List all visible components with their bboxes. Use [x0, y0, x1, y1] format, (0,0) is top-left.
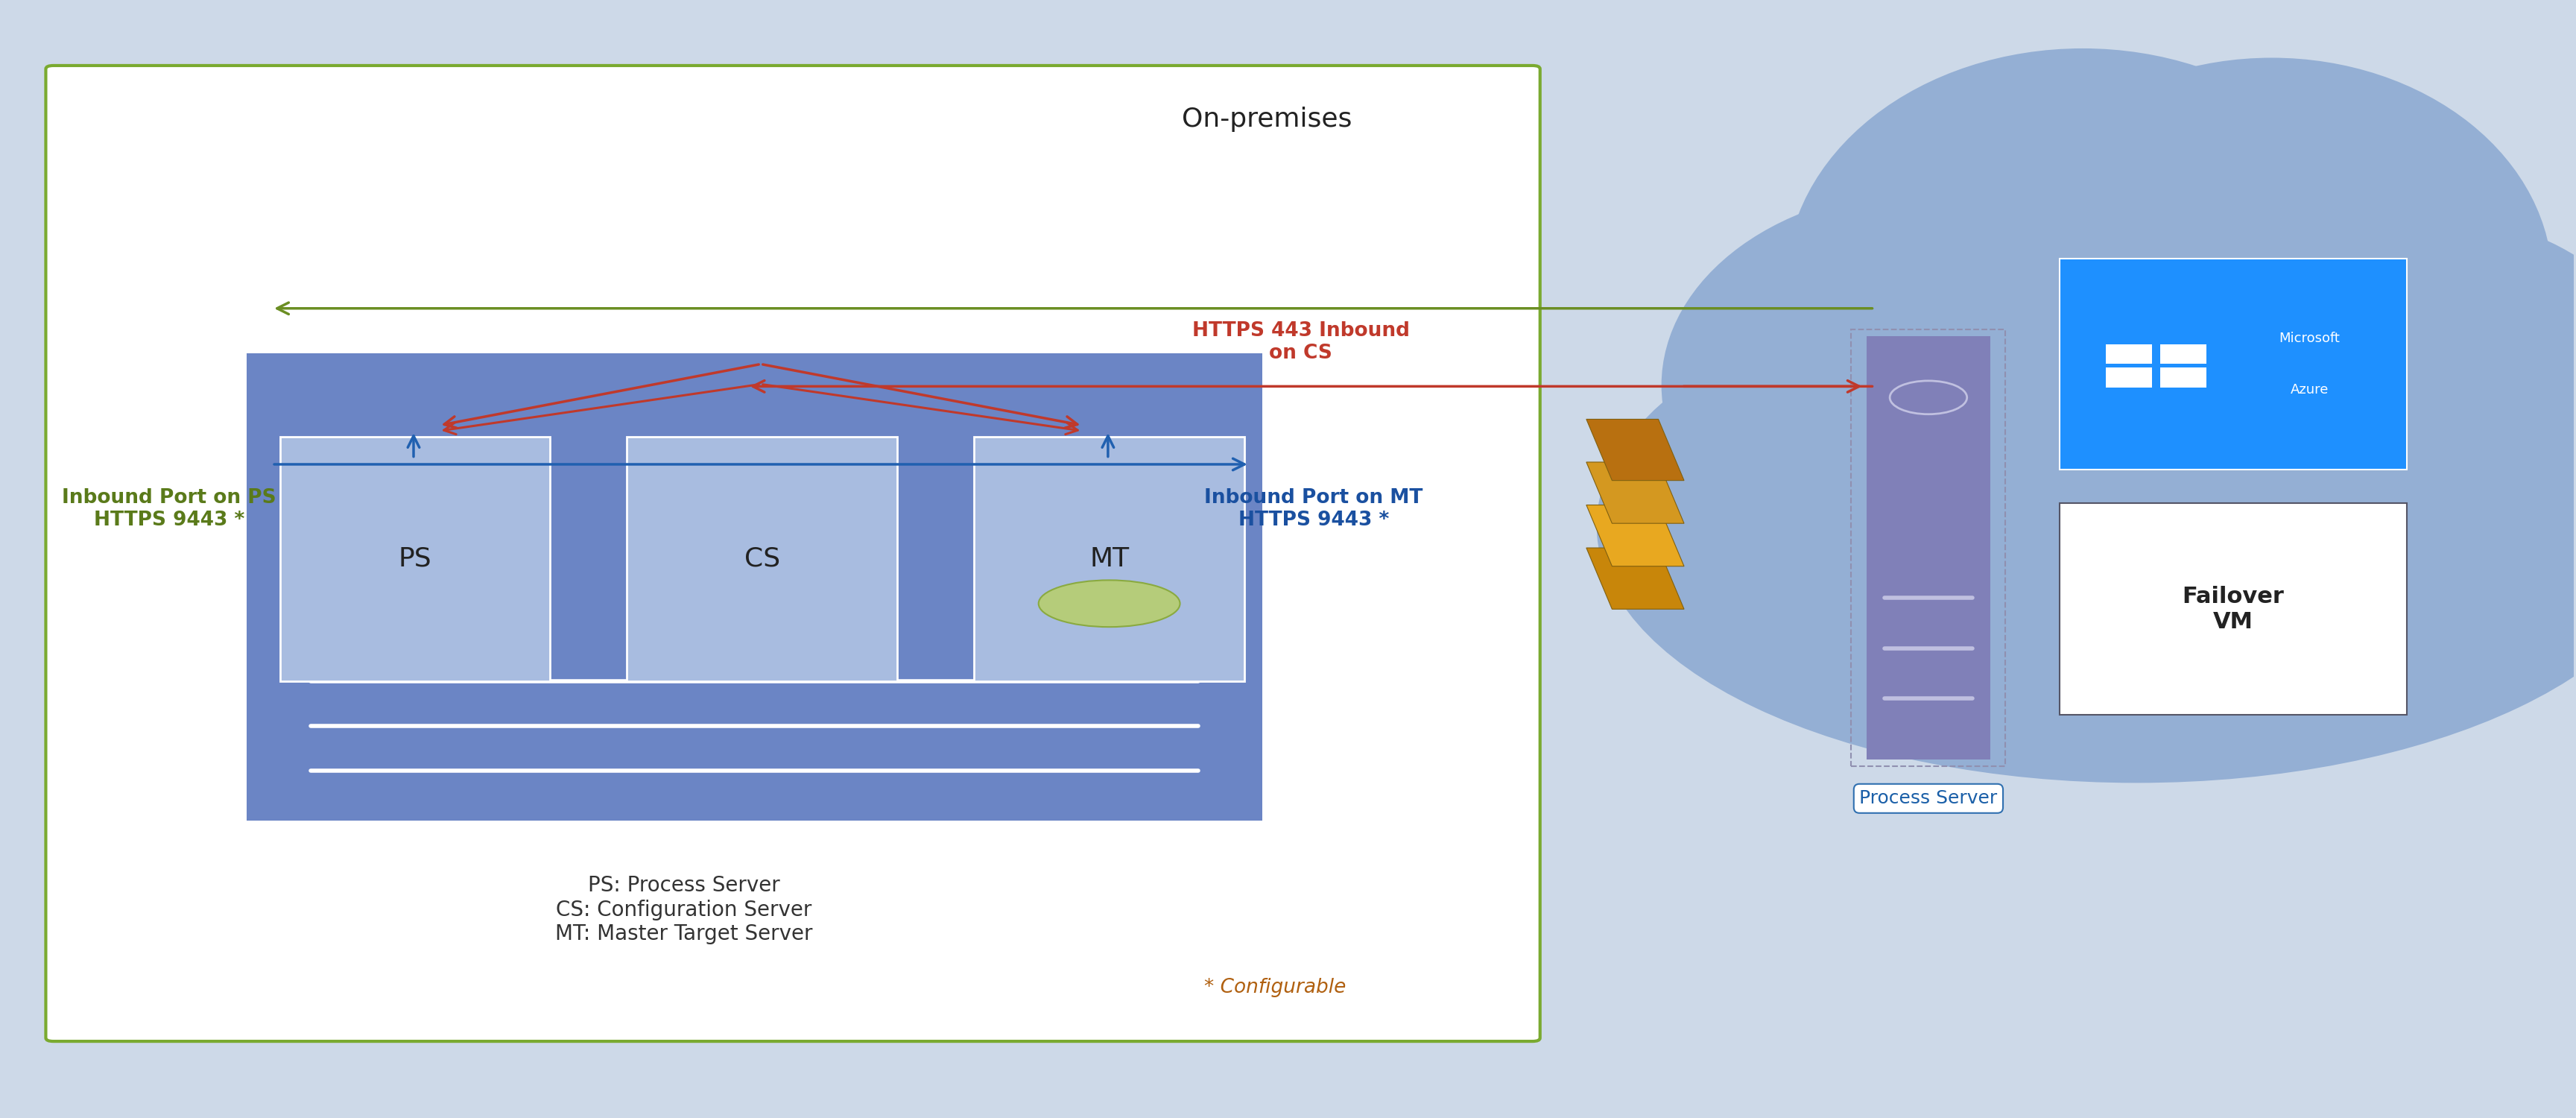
- Text: PS: PS: [399, 547, 430, 571]
- Text: Microsoft: Microsoft: [2280, 332, 2339, 345]
- FancyBboxPatch shape: [281, 436, 549, 682]
- Text: PS: Process Server
CS: Configuration Server
MT: Master Target Server: PS: Process Server CS: Configuration Ser…: [554, 875, 811, 945]
- Text: MT: MT: [1090, 547, 1128, 571]
- Ellipse shape: [2208, 217, 2576, 572]
- Ellipse shape: [1785, 48, 2380, 517]
- FancyBboxPatch shape: [2105, 368, 2151, 388]
- Text: Inbound Port on PS
HTTPS 9443 *: Inbound Port on PS HTTPS 9443 *: [62, 487, 276, 530]
- Polygon shape: [1587, 548, 1685, 609]
- Ellipse shape: [1991, 58, 2553, 506]
- FancyBboxPatch shape: [2159, 368, 2205, 388]
- FancyBboxPatch shape: [2061, 258, 2406, 470]
- FancyBboxPatch shape: [2105, 344, 2151, 364]
- FancyBboxPatch shape: [247, 353, 1262, 821]
- Text: On-premises: On-premises: [1182, 106, 1352, 132]
- Ellipse shape: [1633, 352, 2045, 652]
- Ellipse shape: [1597, 268, 2576, 783]
- Text: Process Server: Process Server: [1860, 789, 1996, 807]
- FancyBboxPatch shape: [974, 436, 1244, 682]
- Polygon shape: [1587, 419, 1685, 481]
- Text: Inbound Port on MT
HTTPS 9443 *: Inbound Port on MT HTTPS 9443 *: [1206, 487, 1422, 530]
- Polygon shape: [1587, 462, 1685, 523]
- Text: Azure: Azure: [2290, 382, 2329, 396]
- FancyBboxPatch shape: [626, 436, 896, 682]
- FancyBboxPatch shape: [2061, 503, 2406, 714]
- FancyBboxPatch shape: [2159, 344, 2205, 364]
- FancyBboxPatch shape: [46, 66, 1540, 1041]
- FancyBboxPatch shape: [1868, 337, 1991, 759]
- Polygon shape: [1587, 505, 1685, 566]
- Text: HTTPS 443 Inbound
on CS: HTTPS 443 Inbound on CS: [1193, 321, 1409, 362]
- Text: CS: CS: [744, 547, 781, 571]
- Text: * Configurable: * Configurable: [1203, 978, 1347, 997]
- Ellipse shape: [1662, 189, 2202, 581]
- Text: Failover
VM: Failover VM: [2182, 586, 2285, 633]
- Ellipse shape: [1038, 580, 1180, 627]
